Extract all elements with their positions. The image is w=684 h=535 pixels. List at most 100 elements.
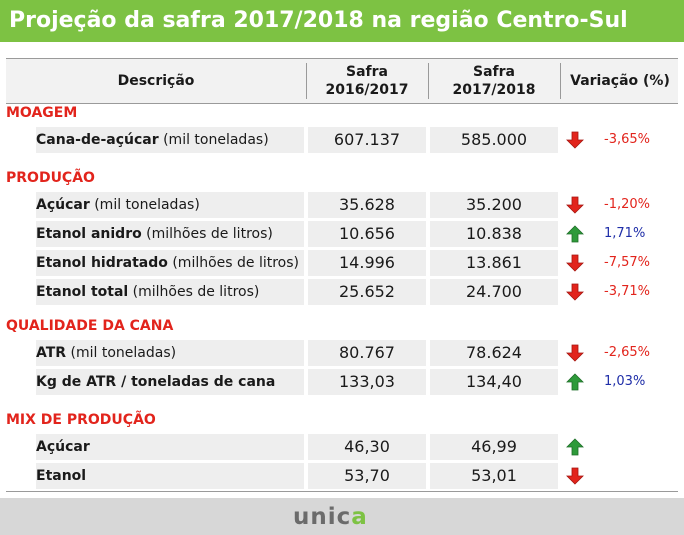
row-unit: (mil toneladas) (89, 197, 200, 213)
row-shade (36, 369, 304, 395)
value-2016-2017: 25.652 (339, 282, 395, 301)
value-2017-2018: 35.200 (466, 195, 522, 214)
variation-percent: 1,71% (604, 226, 646, 241)
logo-text-main: unic (293, 504, 352, 530)
row-label: Etanol (36, 468, 87, 484)
row-description: Etanol hidratado (milhões de litros) (36, 250, 299, 276)
arrow-down-icon (566, 344, 584, 362)
header-description: Descrição (117, 73, 195, 89)
row-shade (430, 369, 558, 395)
row-shade (308, 340, 426, 366)
arrow-down-icon (566, 254, 584, 272)
row-label: Kg de ATR / toneladas de cana (36, 374, 276, 390)
row-shade (308, 369, 426, 395)
row-shade (36, 127, 304, 153)
row-shade (36, 279, 304, 305)
row-shade (308, 434, 426, 460)
row-label: Etanol hidratado (36, 255, 168, 271)
column-divider (306, 63, 307, 99)
row-unit: (milhões de litros) (141, 226, 273, 242)
arrow-down-icon (566, 467, 584, 485)
header-variation: Variação (%) (570, 73, 670, 89)
header-safra-2017-2018: Safra 2017/2018 (430, 59, 558, 103)
header-safra-a-line2: 2016/2017 (325, 82, 409, 98)
variation-percent: -7,57% (604, 255, 650, 270)
row-label: Açúcar (36, 439, 90, 455)
footer-bar: unica (0, 498, 684, 535)
row-shade (308, 127, 426, 153)
table-row: Açúcar 46,30 46,99 (6, 434, 678, 460)
table-row: Etanol 53,70 53,01 (6, 463, 678, 489)
value-2017-2018: 46,99 (471, 437, 517, 456)
row-shade (36, 463, 304, 489)
variation-percent: 1,03% (604, 374, 646, 389)
table-row: Etanol hidratado (milhões de litros) 14.… (6, 250, 678, 276)
value-2016-2017: 133,03 (339, 372, 395, 391)
page-title: Projeção da safra 2017/2018 na região Ce… (0, 0, 684, 42)
variation-percent: -1,20% (604, 197, 650, 212)
unica-logo: unica (293, 504, 368, 530)
header-safra-b-line2: 2017/2018 (452, 82, 536, 98)
value-2017-2018: 134,40 (466, 372, 522, 391)
row-description: Etanol total (milhões de litros) (36, 279, 259, 305)
row-shade (36, 340, 304, 366)
row-unit: (milhões de litros) (167, 255, 300, 271)
value-2017-2018: 10.838 (466, 224, 522, 243)
section-title: QUALIDADE DA CANA (6, 318, 174, 334)
row-shade (36, 192, 304, 218)
value-2016-2017: 80.767 (339, 343, 395, 362)
row-unit: (mil toneladas) (66, 345, 177, 361)
table-row: Açúcar (mil toneladas) 35.628 35.200 -1,… (6, 192, 678, 218)
row-label: Açúcar (36, 197, 90, 213)
table-row: Cana-de-açúcar (mil toneladas) 607.137 5… (6, 127, 678, 153)
row-description: Açúcar (36, 434, 90, 460)
row-shade (430, 250, 558, 276)
row-shade (308, 463, 426, 489)
row-unit: (milhões de litros) (128, 284, 260, 300)
row-shade (36, 250, 304, 276)
arrow-up-icon (566, 373, 584, 391)
header-safra-a-line1: Safra (346, 64, 388, 80)
value-2017-2018: 78.624 (466, 343, 522, 362)
value-2017-2018: 13.861 (466, 253, 522, 272)
table-row: Etanol total (milhões de litros) 25.652 … (6, 279, 678, 305)
section-title: PRODUÇÃO (6, 170, 95, 186)
column-divider (560, 63, 561, 99)
variation-percent: -3,71% (604, 284, 650, 299)
table-row: Kg de ATR / toneladas de cana 133,03 134… (6, 369, 678, 395)
value-2016-2017: 607.137 (333, 130, 401, 149)
value-2017-2018: 24.700 (466, 282, 522, 301)
row-unit: (mil toneladas) (158, 132, 269, 148)
header-safra-b-line1: Safra (473, 64, 515, 80)
row-shade (308, 250, 426, 276)
table-header: Descrição Safra 2016/2017 Safra 2017/2018 … (6, 58, 678, 104)
row-shade (430, 127, 558, 153)
arrow-up-icon (566, 438, 584, 456)
value-2017-2018: 585.000 (460, 130, 528, 149)
row-shade (308, 279, 426, 305)
row-shade (430, 221, 558, 247)
arrow-down-icon (566, 131, 584, 149)
value-2017-2018: 53,01 (471, 466, 517, 485)
variation-percent: -2,65% (604, 345, 650, 360)
table-row: ATR (mil toneladas) 80.767 78.624 -2,65% (6, 340, 678, 366)
table-bottom-border (6, 491, 678, 492)
row-shade (36, 434, 304, 460)
row-shade (430, 279, 558, 305)
row-shade (308, 192, 426, 218)
row-shade (36, 221, 304, 247)
table-row: Etanol anidro (milhões de litros) 10.656… (6, 221, 678, 247)
row-shade (430, 192, 558, 218)
row-description: ATR (mil toneladas) (36, 340, 176, 366)
value-2016-2017: 35.628 (339, 195, 395, 214)
value-2016-2017: 14.996 (339, 253, 395, 272)
header-safra-2016-2017: Safra 2016/2017 (308, 59, 426, 103)
row-description: Cana-de-açúcar (mil toneladas) (36, 127, 269, 153)
value-2016-2017: 10.656 (339, 224, 395, 243)
arrow-down-icon (566, 283, 584, 301)
section-title: MOAGEM (6, 105, 78, 121)
row-shade (430, 340, 558, 366)
value-2016-2017: 46,30 (344, 437, 390, 456)
logo-text-accent: a (351, 504, 368, 530)
row-label: Etanol anidro (36, 226, 142, 242)
